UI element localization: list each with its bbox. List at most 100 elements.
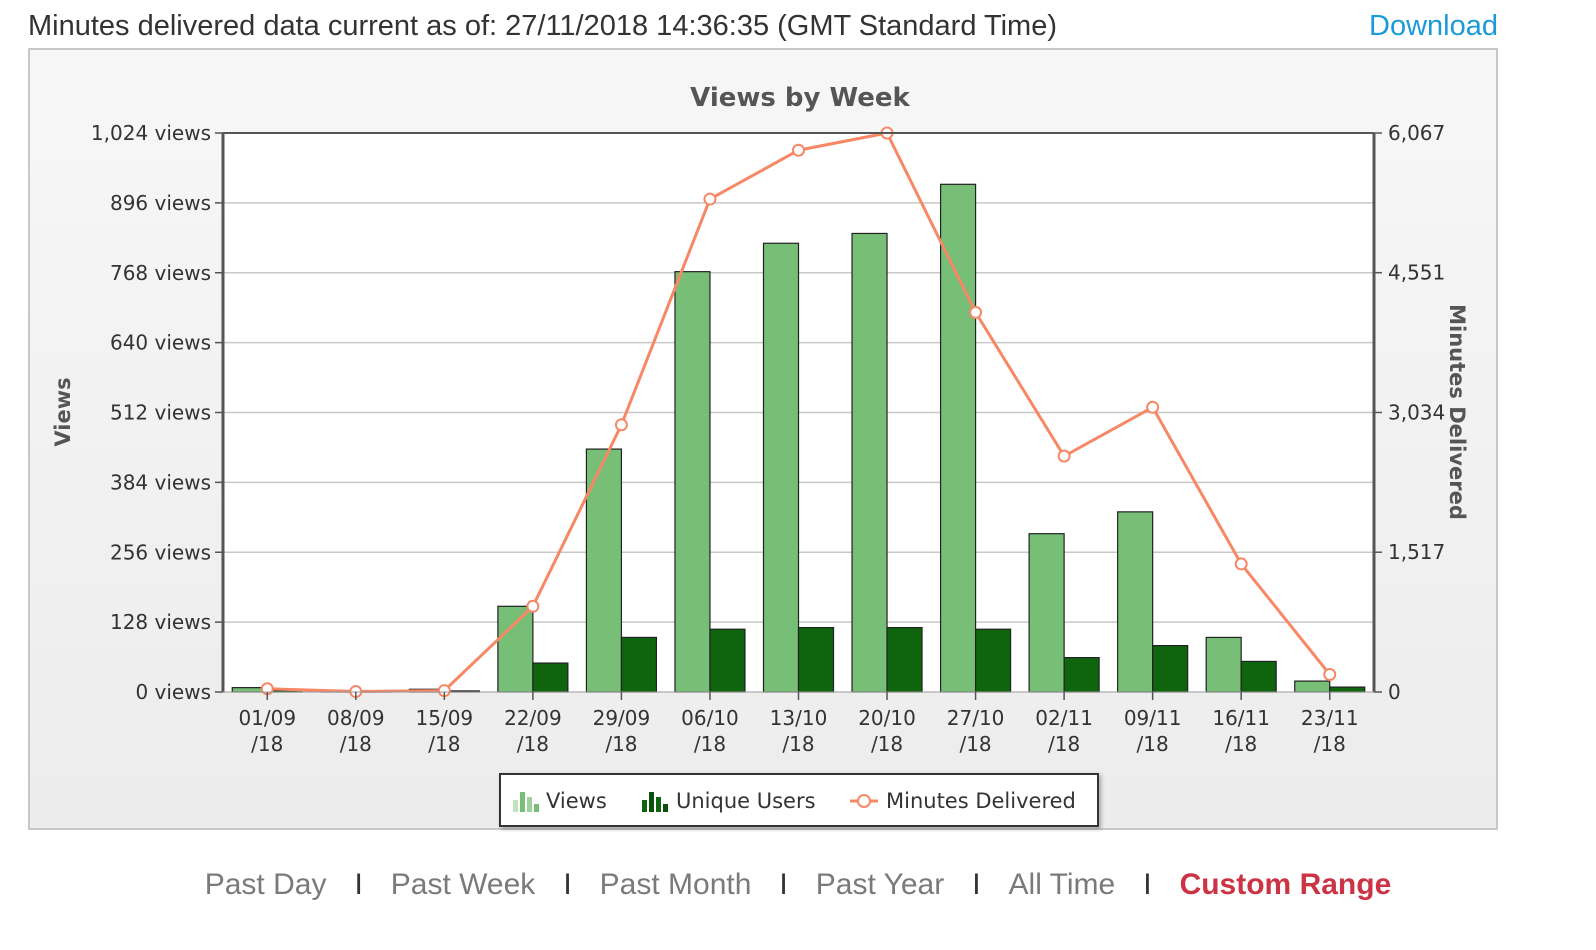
x-tick-label: 27/10 <box>947 706 1005 730</box>
bar-views[interactable] <box>762 242 800 693</box>
range-past-year[interactable]: Past Year <box>815 868 945 901</box>
x-tick-label: 29/09 <box>593 706 651 730</box>
x-tick-label: 16/11 <box>1212 706 1270 730</box>
x-tick-label-year: /18 <box>1314 732 1346 756</box>
x-tick-label: 06/10 <box>681 706 739 730</box>
left-axis-ticks: 0 views 128 views 256 views 384 views 512 vi… <box>91 121 223 704</box>
x-tick-label-year: /18 <box>428 732 460 756</box>
bar-unique-users[interactable] <box>974 628 1012 693</box>
bar-views[interactable] <box>1205 636 1242 693</box>
bar-unique-users[interactable] <box>1329 686 1366 693</box>
range-past-day[interactable]: Past Day <box>204 868 327 901</box>
range-all-time[interactable]: All Time <box>1008 868 1116 901</box>
x-tick-label-year: /18 <box>1225 732 1257 756</box>
minutes-point[interactable] <box>614 418 628 432</box>
chart-panel: Views by Week 0 views 128 views 256 views 3… <box>28 48 1498 830</box>
x-tick-label-year: /18 <box>959 732 991 756</box>
chart-legend: Views Unique Users Minutes Delivered <box>499 773 1099 827</box>
nav-separator: I <box>972 868 981 901</box>
minutes-point[interactable] <box>1234 557 1248 571</box>
data-status-text: Minutes delivered data current as of: 27… <box>28 10 1058 42</box>
x-tick-label: 02/11 <box>1035 706 1093 730</box>
legend-item-unique-users[interactable]: Unique Users <box>642 789 816 813</box>
x-tick-label: 08/09 <box>327 706 385 730</box>
legend-item-minutes-delivered[interactable]: Minutes Delivered <box>850 789 1076 813</box>
x-tick-label-year: /18 <box>694 732 726 756</box>
left-axis-label: Views <box>51 377 75 446</box>
views-by-week-chart: Views by Week 0 views 128 views 256 views 3… <box>51 83 1469 827</box>
bars <box>231 183 1366 693</box>
y2-tick-label: 0 <box>1388 680 1401 704</box>
y2-tick-label: 1,517 <box>1388 540 1445 564</box>
minutes-point[interactable] <box>969 305 983 319</box>
x-tick-label-year: /18 <box>340 732 372 756</box>
x-tick-label-year: /18 <box>517 732 549 756</box>
y2-tick-label: 3,034 <box>1388 400 1445 424</box>
bar-chart-icon <box>642 792 668 812</box>
y2-tick-label: 4,551 <box>1388 261 1445 285</box>
x-tick-label: 01/09 <box>238 706 296 730</box>
bar-views[interactable] <box>1117 511 1154 693</box>
bar-views[interactable] <box>1028 533 1065 693</box>
legend-label-views: Views <box>546 789 607 813</box>
nav-separator: I <box>354 868 363 901</box>
bar-unique-users[interactable] <box>1063 657 1100 693</box>
x-tick-label-year: /18 <box>605 732 637 756</box>
y-tick-label: 384 views <box>110 470 211 494</box>
minutes-point[interactable] <box>1323 667 1337 681</box>
line-marker-icon <box>850 794 878 808</box>
x-tick-label-year: /18 <box>1137 732 1169 756</box>
nav-separator: I <box>1143 868 1152 901</box>
legend-item-views[interactable]: Views <box>513 789 607 813</box>
x-tick-label: 13/10 <box>770 706 828 730</box>
bar-views[interactable] <box>585 448 623 693</box>
bar-unique-users[interactable] <box>797 626 835 693</box>
right-axis-ticks: 0 1,517 3,034 4,551 6,067 <box>1374 121 1445 704</box>
bar-unique-users[interactable] <box>620 636 658 693</box>
bar-unique-users[interactable] <box>1152 644 1189 693</box>
chart-title: Views by Week <box>690 83 910 113</box>
minutes-point[interactable] <box>792 143 805 157</box>
y-tick-label: 256 views <box>110 540 211 564</box>
minutes-point[interactable] <box>703 192 717 206</box>
legend-label-unique-users: Unique Users <box>676 789 816 813</box>
y2-tick-label: 6,067 <box>1388 121 1445 145</box>
right-axis-label: Minutes Delivered <box>1445 304 1469 520</box>
y-tick-label: 896 views <box>110 191 211 215</box>
x-tick-label: 20/10 <box>858 706 916 730</box>
x-tick-label-year: /18 <box>871 732 903 756</box>
x-tick-label: 23/11 <box>1301 706 1359 730</box>
bar-views[interactable] <box>1294 680 1331 693</box>
x-tick-label-year: /18 <box>1048 732 1080 756</box>
bar-unique-users[interactable] <box>532 662 569 693</box>
x-tick-label: 09/11 <box>1124 706 1182 730</box>
minutes-point[interactable] <box>1057 449 1071 463</box>
bar-views[interactable] <box>939 183 977 693</box>
x-axis-ticks: 01/09/1808/09/1815/09/1822/09/1829/09/18… <box>238 692 1359 756</box>
nav-separator: I <box>779 868 788 901</box>
y-tick-label: 128 views <box>110 610 211 634</box>
x-tick-label-year: /18 <box>251 732 283 756</box>
y-tick-label: 1,024 views <box>91 121 211 145</box>
bar-views[interactable] <box>674 271 711 693</box>
bar-chart-icon <box>513 792 539 812</box>
bar-unique-users[interactable] <box>1240 660 1277 693</box>
bar-views[interactable] <box>851 232 888 693</box>
x-tick-label-year: /18 <box>782 732 814 756</box>
date-range-nav: Past Day I Past Week I Past Month I Past Year I… <box>0 868 1596 902</box>
minutes-point[interactable] <box>526 599 540 613</box>
x-tick-label: 15/09 <box>416 706 474 730</box>
range-custom-range[interactable]: Custom Range <box>1179 868 1392 901</box>
bar-unique-users[interactable] <box>886 626 923 693</box>
y-tick-label: 0 views <box>135 680 211 704</box>
range-past-month[interactable]: Past Month <box>599 868 752 901</box>
y-tick-label: 512 views <box>110 401 211 425</box>
range-past-week[interactable]: Past Week <box>390 868 536 901</box>
y-tick-label: 640 views <box>110 331 211 355</box>
minutes-line <box>260 126 1337 699</box>
legend-label-minutes-delivered: Minutes Delivered <box>886 789 1076 813</box>
download-link[interactable]: Download <box>1369 10 1498 42</box>
bar-unique-users[interactable] <box>709 628 746 693</box>
bar-views[interactable] <box>497 605 534 693</box>
minutes-point[interactable] <box>1146 400 1160 414</box>
